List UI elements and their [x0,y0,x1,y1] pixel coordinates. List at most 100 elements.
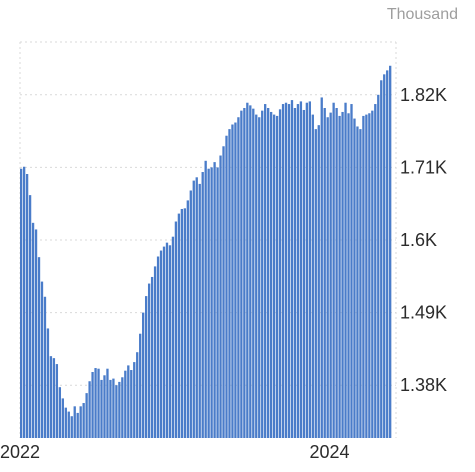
bar [82,403,85,438]
bar [88,381,91,438]
bar [79,406,82,438]
bar [112,378,115,438]
bar [267,108,270,438]
bar [204,160,207,439]
bar [281,104,285,438]
bar [192,180,195,438]
bar [237,117,240,439]
bar [362,115,365,439]
bar [320,97,323,438]
bar [225,135,228,438]
bar [180,208,184,438]
bar [177,213,181,438]
bar [365,114,368,438]
bar [73,406,76,438]
bar [40,281,44,438]
bar [344,102,347,438]
bar [258,117,261,439]
bar [97,368,100,438]
bar [127,365,130,438]
bar [275,115,279,439]
bar [264,104,267,438]
bar [234,122,237,439]
bar [311,114,314,438]
bar [359,129,362,438]
y-tick-label: 1.6K [400,230,437,250]
bar [338,115,341,439]
bar [55,364,59,438]
bar [133,362,136,438]
bar [371,110,374,438]
bar-series [20,65,392,439]
bar [61,398,64,438]
bar [335,108,338,438]
bar [296,104,300,438]
x-axis-ticks: 2022 2024 [0,442,350,462]
bar [162,246,166,438]
x-tick-label: 2024 [309,442,349,462]
bar [353,118,356,438]
bar [377,94,380,439]
bar [109,379,112,438]
bar [278,109,282,438]
bar [249,105,252,439]
bar [308,101,311,439]
bar [207,168,210,438]
bar [156,256,160,438]
bar [136,352,139,438]
bar [31,222,35,438]
bar [142,312,145,438]
bar [34,229,38,438]
bar [76,412,79,438]
bar [22,166,26,439]
unit-label: Thousand [386,6,458,23]
bar [186,200,189,438]
bar [100,379,103,438]
bar [189,190,192,438]
y-tick-label: 1.49K [400,303,447,323]
bar [293,108,297,438]
bar [183,208,186,438]
bar [231,124,234,438]
bar [115,385,118,438]
bar [302,109,306,438]
bar [317,125,320,438]
bar [67,411,70,438]
bar [269,111,273,439]
bar [106,368,109,438]
bar [374,104,377,438]
y-tick-label: 1.82K [400,85,447,105]
bar [150,276,154,438]
bar [216,167,219,438]
bar [58,387,62,438]
bar [299,101,303,439]
bar [380,80,383,438]
bar [314,129,317,438]
bar [94,368,97,438]
bar [213,162,216,438]
bar [124,370,127,438]
bar [174,221,178,438]
bar [326,117,329,439]
bar [121,377,124,438]
bar [290,100,294,438]
bar [323,108,326,438]
bar [70,416,73,438]
bar [153,266,157,438]
bar [341,111,344,439]
bar [165,242,169,438]
bar [49,356,53,438]
bar [228,129,231,438]
bar [219,155,222,438]
y-tick-label: 1.38K [400,375,447,395]
bar [386,70,389,438]
bar [139,333,142,438]
bar [103,375,106,438]
bar [356,126,359,438]
bar [389,65,392,438]
bar [195,177,198,439]
bar [252,108,255,438]
bar [168,245,172,438]
bar [255,114,258,438]
